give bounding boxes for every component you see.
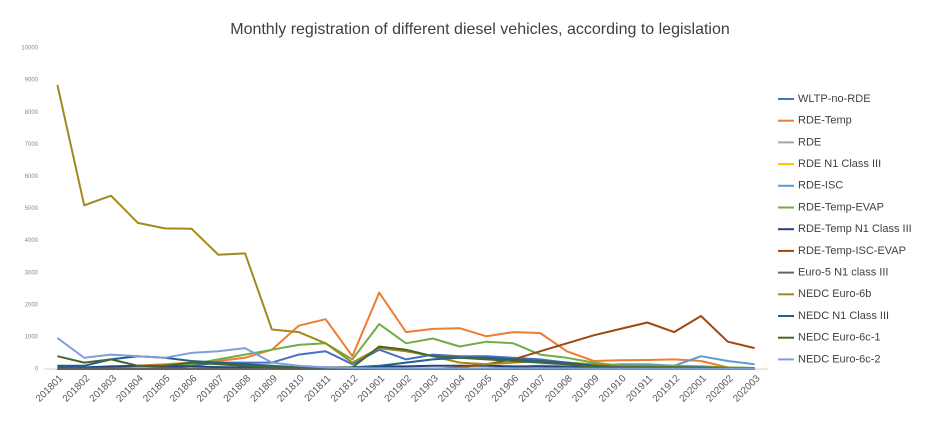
y-tick-label: 8000 <box>25 110 39 116</box>
y-tick-label: 0 <box>35 367 39 373</box>
y-tick-label: 5000 <box>25 206 39 212</box>
legend-label: NEDC Euro-6c-2 <box>798 353 881 365</box>
legend-label: RDE N1 Class III <box>798 158 881 170</box>
legend-label: RDE-Temp-EVAP <box>798 201 884 213</box>
legend-label: NEDC Euro-6c-1 <box>798 332 881 344</box>
series-line <box>57 291 755 370</box>
legend-label: RDE <box>798 136 821 148</box>
y-tick-label: 6000 <box>25 174 39 180</box>
legend-label: RDE-Temp-ISC-EVAP <box>798 245 906 257</box>
legend-label: NEDC Euro-6b <box>798 288 871 300</box>
series-line <box>57 345 755 370</box>
y-tick-label: 9000 <box>25 78 39 84</box>
y-tick-label: 3000 <box>25 270 39 276</box>
y-tick-label: 2000 <box>25 302 39 308</box>
y-tick-label: 7000 <box>25 142 39 148</box>
chart-title: Monthly registration of different diesel… <box>230 21 730 38</box>
legend-label: Euro-5 N1 class III <box>798 267 888 279</box>
legend-label: WLTP-no-RDE <box>798 93 871 105</box>
legend-label: RDE-ISC <box>798 180 843 192</box>
y-tick-label: 10000 <box>21 46 38 52</box>
legend-label: RDE-Temp N1 Class III <box>798 223 912 235</box>
series-line <box>56 337 755 370</box>
legend-label: RDE-Temp <box>798 115 852 127</box>
y-tick-label: 1000 <box>25 334 39 340</box>
series-line <box>56 84 755 369</box>
y-tick-label: 4000 <box>25 238 39 244</box>
legend-label: NEDC N1 Class III <box>798 310 889 322</box>
